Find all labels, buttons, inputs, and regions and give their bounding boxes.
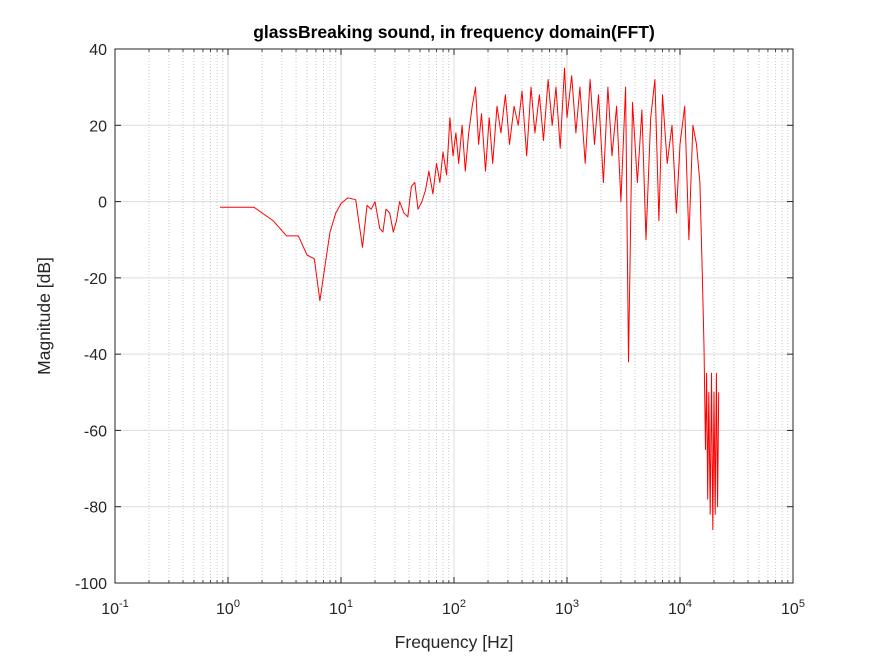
- x-tick-exponent: 3: [573, 598, 579, 610]
- y-tick-labels: -100 -80 -60 -40 -20 0 20 40: [75, 42, 107, 593]
- x-tick-label: 102: [442, 598, 466, 618]
- y-tick-label: 40: [89, 42, 107, 59]
- x-tick-base: 10: [781, 601, 799, 618]
- fft-magnitude-line: [220, 67, 720, 531]
- x-tick-base: 10: [555, 601, 573, 618]
- x-tick-base: 10: [329, 601, 347, 618]
- x-tick-exponent: 0: [234, 598, 240, 610]
- y-tick-label: 0: [98, 195, 107, 212]
- x-tick-base: 10: [216, 601, 234, 618]
- x-tick-base: 10: [442, 601, 460, 618]
- y-axis-label: Magnitude [dB]: [34, 257, 54, 375]
- x-tick-label: 103: [555, 598, 579, 618]
- x-tick-exponent: 4: [686, 598, 692, 610]
- x-tick-label: 100: [216, 598, 240, 618]
- y-tick-label: -80: [84, 500, 107, 517]
- x-tick-exponent: 1: [347, 598, 353, 610]
- y-tick-label: -20: [84, 271, 107, 288]
- x-tick-label: 10-1: [101, 598, 129, 618]
- chart-title: glassBreaking sound, in frequency domain…: [253, 22, 655, 42]
- y-tick-label: -60: [84, 423, 107, 440]
- x-tick-labels: 10-1 100 101 102 103 104 105: [101, 598, 805, 618]
- minor-grid: [148, 49, 789, 583]
- x-tick-exponent: 2: [460, 598, 466, 610]
- x-tick-base: 10: [668, 601, 686, 618]
- y-tick-label: 20: [89, 118, 107, 135]
- y-tick-label: -40: [84, 347, 107, 364]
- tick-marks: [114, 48, 794, 584]
- x-tick-label: 101: [329, 598, 353, 618]
- x-tick-label: 105: [781, 598, 805, 618]
- x-tick-exponent: -1: [119, 598, 129, 610]
- x-tick-exponent: 5: [799, 598, 805, 610]
- x-tick-base: 10: [101, 601, 119, 618]
- x-tick-label: 104: [668, 598, 692, 618]
- series-layer: [220, 67, 720, 531]
- y-tick-label: -100: [75, 576, 107, 593]
- x-axis-label: Frequency [Hz]: [395, 632, 514, 652]
